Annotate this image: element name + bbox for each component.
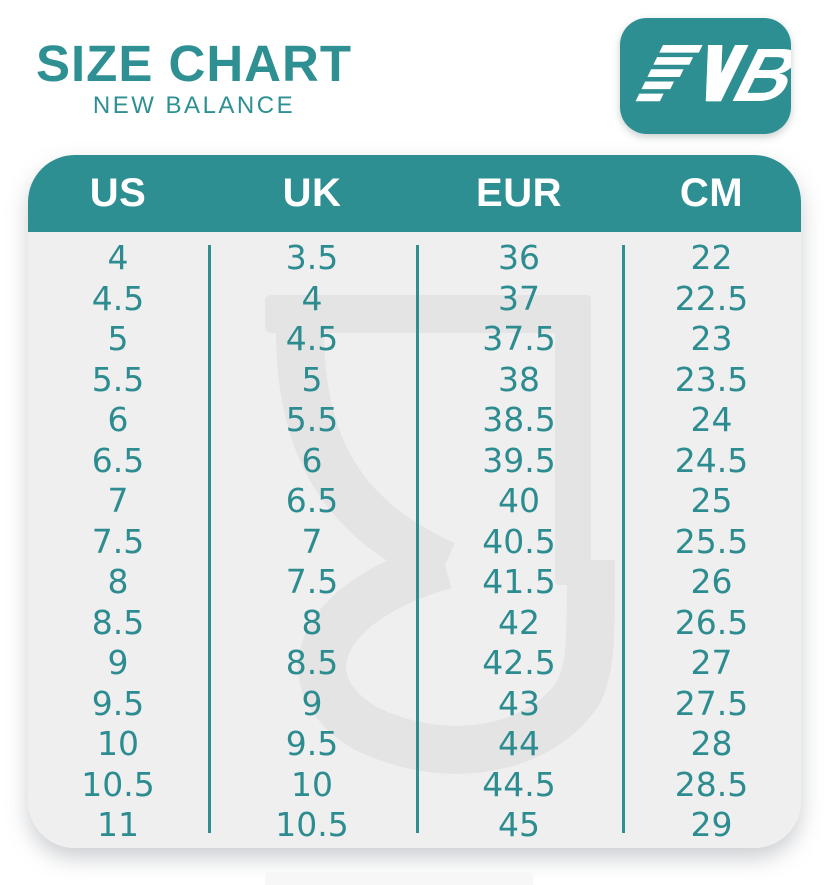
size-cell-cm: 23.5 [674, 359, 749, 399]
size-cell-cm: 25.5 [674, 521, 749, 561]
size-cell-eur: 38 [498, 359, 540, 399]
table-row: 9 8.5 42.5 27 [28, 643, 801, 684]
table-row: 6.5 6 39.5 24.5 [28, 441, 801, 482]
size-cell-cm: 26 [690, 562, 733, 601]
size-cell-us: 4.5 [91, 278, 145, 318]
size-cell-us: 6.5 [91, 440, 145, 480]
table-row: 4.5 4 37 22.5 [28, 279, 801, 320]
size-cell-uk: 6.5 [285, 481, 339, 520]
size-cell-uk: 7.5 [285, 562, 339, 601]
size-cell-eur: 43 [498, 683, 540, 723]
size-cell-cm: 22 [690, 238, 733, 277]
size-cell-us: 5 [107, 319, 129, 358]
size-cell-eur: 42.5 [482, 643, 556, 682]
size-cell-cm: 28 [690, 724, 733, 763]
table-row: 8.5 8 42 26.5 [28, 603, 801, 644]
size-cell-uk: 10.5 [275, 805, 349, 844]
column-header-cm: CM [679, 171, 744, 215]
table-row: 10 9.5 44 28 [28, 724, 801, 765]
size-table-body: 4 3.5 36 22 4.5 4 37 22.5 5 4.5 37.5 23 5.5 5 38 23.5 6 5… [28, 232, 801, 848]
size-cell-uk: 8 [301, 602, 323, 642]
size-cell-uk: 6 [301, 440, 323, 480]
table-row: 8 7.5 41.5 26 [28, 562, 801, 603]
size-cell-uk: 3.5 [285, 238, 339, 277]
size-cell-us: 5.5 [91, 359, 145, 399]
table-row: 7.5 7 40.5 25.5 [28, 522, 801, 563]
background-watermark-icon [265, 295, 615, 774]
footer-smudge [265, 872, 533, 885]
size-cell-us: 9.5 [91, 683, 145, 723]
title-block: SIZE CHART NEW BALANCE [36, 38, 352, 120]
size-cell-uk: 4 [301, 278, 323, 318]
size-cell-eur: 39.5 [482, 440, 556, 480]
size-cell-uk: 8.5 [285, 643, 339, 682]
size-cell-us: 8.5 [91, 602, 145, 642]
column-divider-2 [416, 245, 419, 833]
table-row: 4 3.5 36 22 [28, 238, 801, 279]
size-cell-cm: 28.5 [674, 764, 749, 804]
size-cell-uk: 5 [301, 359, 323, 399]
table-row: 5.5 5 38 23.5 [28, 360, 801, 401]
size-cell-us: 10.5 [81, 764, 155, 804]
size-cell-us: 10 [97, 724, 139, 763]
size-cell-cm: 27 [690, 643, 733, 682]
size-cell-us: 4 [107, 238, 129, 277]
size-cell-us: 6 [107, 400, 129, 439]
size-cell-eur: 38.5 [482, 400, 556, 439]
size-cell-eur: 44.5 [482, 764, 556, 804]
table-row: 9.5 9 43 27.5 [28, 684, 801, 725]
column-header-eur: EUR [476, 171, 562, 215]
page-subtitle: NEW BALANCE [92, 92, 296, 119]
size-cell-eur: 40 [498, 481, 540, 520]
table-row: 7 6.5 40 25 [28, 481, 801, 522]
size-cell-uk: 9 [301, 683, 323, 723]
table-row: 11 10.5 45 29 [28, 805, 801, 846]
size-cell-uk: 10 [291, 764, 333, 804]
size-cell-cm: 26.5 [674, 602, 749, 642]
size-cell-eur: 44 [498, 724, 540, 763]
size-cell-uk: 7 [301, 521, 323, 561]
column-header-us: US [89, 171, 147, 215]
size-cell-uk: 9.5 [285, 724, 339, 763]
size-cell-cm: 24.5 [674, 440, 749, 480]
size-cell-uk: 4.5 [285, 319, 339, 358]
size-cell-cm: 22.5 [674, 278, 749, 318]
size-cell-eur: 40.5 [482, 521, 556, 561]
size-cell-cm: 23 [690, 319, 733, 358]
size-cell-cm: 25 [690, 481, 733, 520]
size-cell-us: 7.5 [91, 521, 145, 561]
column-divider-1 [208, 245, 211, 833]
size-cell-us: 9 [107, 643, 129, 682]
size-cell-us: 8 [107, 562, 129, 601]
column-header-uk: UK [282, 171, 342, 215]
size-cell-cm: 27.5 [674, 683, 749, 723]
size-cell-eur: 45 [498, 805, 540, 844]
nb-logo-icon: B [635, 33, 791, 117]
new-balance-logo: B [620, 18, 791, 134]
size-cell-us: 7 [107, 481, 129, 520]
size-cell-uk: 5.5 [285, 400, 339, 439]
size-cell-us: 11 [97, 805, 139, 844]
size-table-rows: 4 3.5 36 22 4.5 4 37 22.5 5 4.5 37.5 23 5.5 5 38 23.5 6 5… [28, 232, 801, 846]
size-cell-eur: 41.5 [482, 562, 556, 601]
table-row: 5 4.5 37.5 23 [28, 319, 801, 360]
size-cell-cm: 29 [690, 805, 733, 844]
table-row: 10.5 10 44.5 28.5 [28, 765, 801, 806]
size-cell-eur: 36 [498, 238, 540, 277]
size-table: US UK EUR CM 4 3.5 36 22 4.5 4 37 22.5 5 4.5 37.5 2… [28, 155, 801, 848]
column-divider-3 [622, 245, 625, 833]
size-cell-cm: 24 [690, 400, 733, 439]
page-title: SIZE CHART [36, 35, 352, 92]
size-table-header: US UK EUR CM [28, 155, 801, 232]
size-cell-eur: 42 [498, 602, 540, 642]
table-row: 6 5.5 38.5 24 [28, 400, 801, 441]
size-cell-eur: 37.5 [482, 319, 556, 358]
size-cell-eur: 37 [498, 278, 540, 318]
